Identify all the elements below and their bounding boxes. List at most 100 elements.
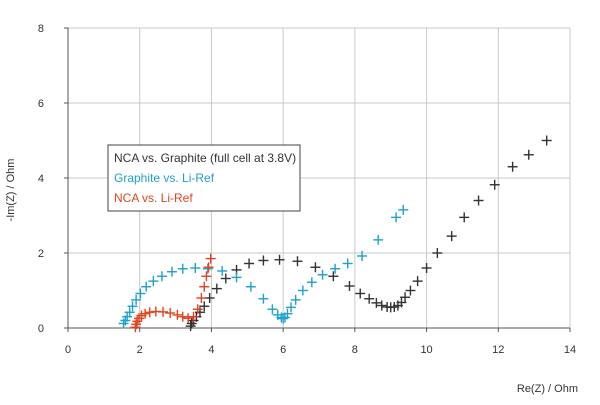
series-graphite-vs-li-ref: [118, 204, 409, 329]
data-point: [489, 179, 500, 190]
data-point: [278, 313, 289, 324]
data-point: [172, 309, 183, 320]
data-point: [432, 248, 443, 258]
legend-box: [107, 144, 301, 212]
data-point: [203, 262, 214, 273]
data-point: [391, 212, 402, 223]
data-point: [158, 306, 169, 317]
data-point: [127, 301, 138, 312]
x-tick-label: 0: [65, 344, 71, 356]
data-point: [473, 195, 484, 206]
data-point: [183, 313, 194, 324]
y-tick-label: 0: [38, 323, 44, 335]
data-point: [306, 277, 317, 288]
data-point: [220, 273, 231, 284]
data-point: [344, 281, 355, 291]
data-point: [124, 307, 135, 318]
legend-entry-graphite: Graphite vs. Li-Ref: [114, 171, 215, 185]
data-point: [202, 263, 213, 274]
data-point: [245, 281, 256, 292]
data-point: [141, 281, 152, 292]
data-point: [376, 300, 387, 311]
data-point: [317, 269, 328, 280]
data-point: [217, 266, 228, 276]
data-point: [282, 308, 293, 319]
data-point: [396, 297, 407, 308]
data-point: [177, 311, 188, 322]
series-nca-vs-li-ref: [130, 253, 216, 333]
data-point: [523, 149, 534, 160]
data-point: [328, 271, 339, 282]
data-point: [244, 258, 255, 269]
data-point: [258, 255, 269, 266]
data-point: [274, 254, 285, 265]
y-tick-label: 4: [38, 173, 44, 185]
data-point: [177, 263, 188, 274]
data-point: [135, 288, 146, 299]
x-tick-label: 4: [208, 344, 214, 356]
data-point: [342, 258, 353, 269]
data-point: [148, 276, 159, 287]
x-tick-label: 12: [492, 344, 504, 356]
data-point: [201, 271, 212, 282]
data-point: [231, 272, 242, 283]
data-point: [405, 285, 416, 296]
data-point: [192, 304, 203, 315]
legend-entry-nca: NCA vs. Li-Ref: [114, 191, 193, 205]
data-point: [421, 263, 432, 273]
data-point: [400, 292, 411, 303]
x-tick-label: 10: [420, 344, 432, 356]
data-point: [211, 283, 222, 294]
data-point: [297, 285, 308, 296]
data-point: [205, 253, 216, 264]
y-axis-title: -Im(Z) / Ohm: [5, 159, 17, 222]
legend-entry-full-cell: NCA vs. Graphite (full cell at 3.8V): [114, 151, 296, 165]
data-point: [330, 263, 341, 274]
data-point: [459, 212, 470, 223]
data-point: [188, 311, 199, 322]
x-tick-label: 8: [352, 344, 358, 356]
x-tick-label: 2: [137, 344, 143, 356]
data-point: [446, 231, 457, 242]
data-point: [310, 262, 321, 273]
axes: 0 2 4 6 8 10 12 14 0 2 4 6 8: [38, 23, 576, 356]
data-point: [131, 294, 142, 305]
x-tick-label: 14: [564, 344, 576, 356]
data-point: [140, 308, 151, 319]
data-point: [371, 297, 382, 308]
data-point: [507, 161, 518, 172]
data-point: [364, 293, 375, 304]
data-point: [286, 302, 297, 313]
data-point: [165, 308, 176, 318]
legend: NCA vs. Graphite (full cell at 3.8V) Gra…: [107, 144, 301, 212]
data-point: [541, 135, 552, 146]
data-point: [373, 234, 384, 245]
data-point: [156, 271, 167, 282]
data-point: [357, 251, 368, 261]
data-point: [292, 256, 303, 267]
data-point: [199, 281, 210, 292]
data-point: [144, 307, 155, 318]
x-axis-title: Re(Z) / Ohm: [517, 383, 578, 395]
data-point: [398, 204, 409, 215]
x-tick-label: 6: [280, 344, 286, 356]
data-point: [258, 293, 269, 304]
data-point: [166, 266, 177, 277]
data-point: [290, 294, 301, 305]
data-point: [196, 293, 207, 303]
y-tick-label: 8: [38, 23, 44, 35]
data-markers: [118, 135, 552, 333]
data-point: [412, 276, 423, 287]
data-point: [133, 313, 144, 324]
data-point: [199, 301, 210, 312]
data-point: [267, 304, 278, 315]
data-point: [185, 321, 196, 332]
y-tick-label: 2: [38, 248, 44, 260]
data-point: [122, 311, 133, 322]
data-point: [190, 263, 201, 273]
grid: [68, 27, 571, 328]
data-point: [355, 288, 366, 299]
y-tick-label: 6: [38, 98, 44, 110]
